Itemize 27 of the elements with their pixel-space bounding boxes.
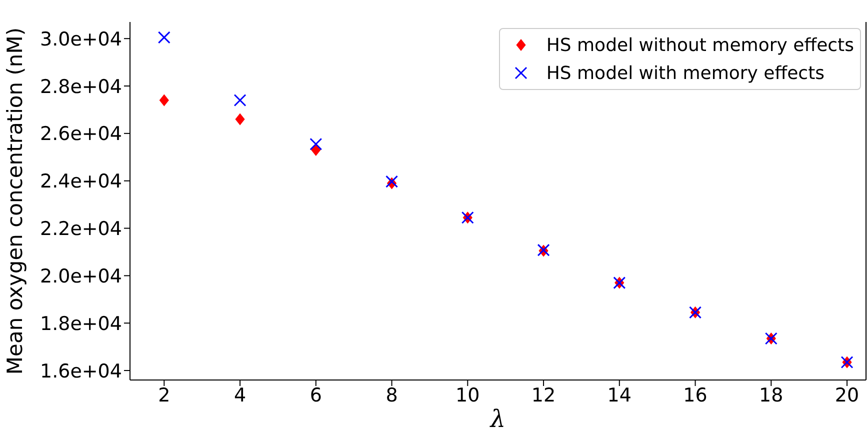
x-tick-label: 14 [607, 384, 632, 406]
y-tick-label: 2.0e+04 [40, 265, 122, 288]
x-tick-label: 12 [531, 384, 556, 406]
y-tick-label: 3.0e+04 [40, 28, 122, 50]
point [234, 94, 246, 106]
y-tick-label: 2.4e+04 [40, 170, 122, 193]
y-axis-title: Mean oxygen concentration (nM) [3, 27, 27, 375]
x-axis-title: λ [489, 405, 506, 431]
x-tick-label: 6 [310, 384, 322, 406]
y-tick-label: 1.6e+04 [40, 360, 122, 382]
x-tick-label: 2 [158, 384, 170, 406]
y-tick-label: 2.2e+04 [40, 218, 122, 240]
x-tick-label: 16 [683, 384, 708, 406]
x-tick-label: 8 [386, 384, 398, 406]
legend-label: HS model without memory effects [546, 34, 854, 56]
y-tick-label: 1.8e+04 [40, 312, 122, 335]
point [310, 138, 322, 150]
x-tick-label: 10 [456, 384, 480, 406]
x-tick-label: 20 [834, 384, 860, 406]
x-tick-label: 4 [234, 384, 246, 406]
point [159, 94, 169, 106]
legend-label: HS model with memory effects [546, 62, 825, 84]
y-tick-label: 2.8e+04 [40, 76, 122, 98]
point [235, 113, 245, 126]
y-tick-label: 2.6e+04 [40, 123, 122, 146]
x-tick-label: 18 [759, 384, 784, 406]
point [158, 31, 170, 44]
